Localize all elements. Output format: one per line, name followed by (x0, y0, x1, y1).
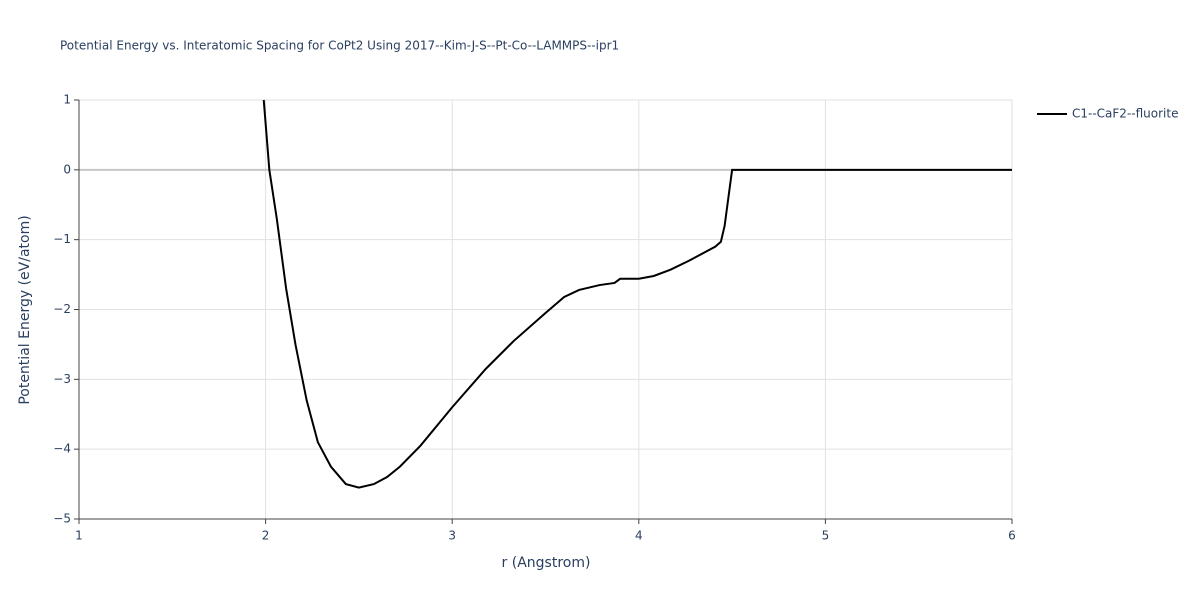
x-tick-label: 5 (822, 529, 830, 543)
x-tick-label: 3 (448, 529, 456, 543)
y-tick-label: 1 (63, 93, 71, 107)
legend-label: C1--CaF2--fluorite (1072, 107, 1178, 121)
x-tick-label: 1 (75, 529, 83, 543)
x-axis-label: r (Angstrom) (502, 555, 591, 571)
y-axis-label: Potential Energy (eV/atom) (17, 215, 33, 404)
y-tick-label: −2 (53, 302, 71, 316)
y-tick-label: −1 (53, 232, 71, 246)
x-tick-label: 4 (635, 529, 643, 543)
y-tick-label: 0 (63, 162, 71, 176)
x-tick-label: 6 (1008, 529, 1016, 543)
y-tick-label: −4 (53, 442, 71, 456)
data-line (262, 99, 1012, 489)
y-tick-label: −5 (53, 512, 71, 526)
chart-title: Potential Energy vs. Interatomic Spacing… (60, 39, 619, 53)
x-tick-label: 2 (262, 529, 270, 543)
y-tick-label: −3 (53, 372, 71, 386)
